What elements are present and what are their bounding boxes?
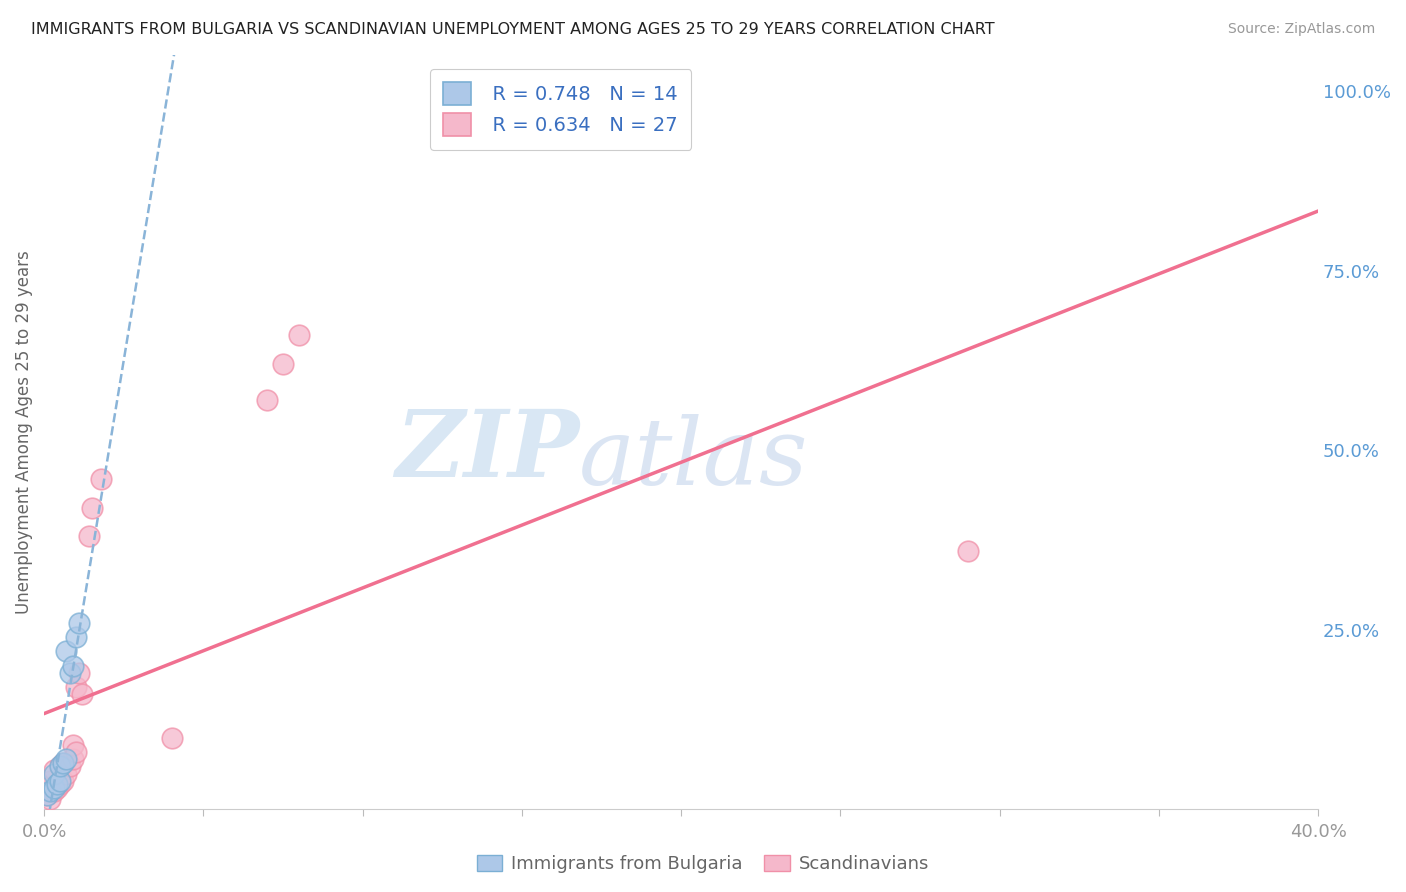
Point — [271, 357, 294, 371]
Point — [49, 759, 72, 773]
Point — [77, 529, 100, 543]
Point — [49, 777, 72, 791]
Point — [49, 759, 72, 773]
Point — [256, 392, 278, 407]
Point — [37, 780, 59, 795]
Point — [39, 784, 62, 798]
Point — [52, 756, 75, 770]
Point — [67, 665, 90, 680]
Point — [55, 644, 77, 658]
Point — [65, 681, 87, 695]
Point — [42, 766, 65, 780]
Point — [58, 759, 80, 773]
Y-axis label: Unemployment Among Ages 25 to 29 years: Unemployment Among Ages 25 to 29 years — [15, 251, 32, 615]
Point — [42, 780, 65, 795]
Point — [65, 630, 87, 644]
Point — [42, 784, 65, 798]
Point — [67, 615, 90, 630]
Point — [55, 766, 77, 780]
Text: ZIP: ZIP — [395, 406, 579, 496]
Text: Source: ZipAtlas.com: Source: ZipAtlas.com — [1227, 22, 1375, 37]
Point — [90, 472, 112, 486]
Point — [45, 780, 67, 795]
Point — [72, 688, 94, 702]
Point — [52, 756, 75, 770]
Point — [52, 773, 75, 788]
Legend: Immigrants from Bulgaria, Scandinavians: Immigrants from Bulgaria, Scandinavians — [471, 849, 935, 879]
Legend:   R = 0.748   N = 14,   R = 0.634   N = 27: R = 0.748 N = 14, R = 0.634 N = 27 — [430, 69, 692, 150]
Text: IMMIGRANTS FROM BULGARIA VS SCANDINAVIAN UNEMPLOYMENT AMONG AGES 25 TO 29 YEARS : IMMIGRANTS FROM BULGARIA VS SCANDINAVIAN… — [31, 22, 994, 37]
Point — [956, 544, 979, 558]
Point — [37, 788, 59, 802]
Point — [39, 791, 62, 805]
Point — [62, 738, 84, 752]
Point — [49, 773, 72, 788]
Point — [160, 731, 183, 745]
Point — [37, 788, 59, 802]
Point — [45, 777, 67, 791]
Point — [62, 752, 84, 766]
Point — [65, 745, 87, 759]
Point — [58, 665, 80, 680]
Point — [55, 752, 77, 766]
Point — [80, 500, 103, 515]
Point — [39, 773, 62, 788]
Text: atlas: atlas — [579, 414, 808, 504]
Point — [42, 763, 65, 777]
Point — [62, 658, 84, 673]
Point — [288, 328, 311, 343]
